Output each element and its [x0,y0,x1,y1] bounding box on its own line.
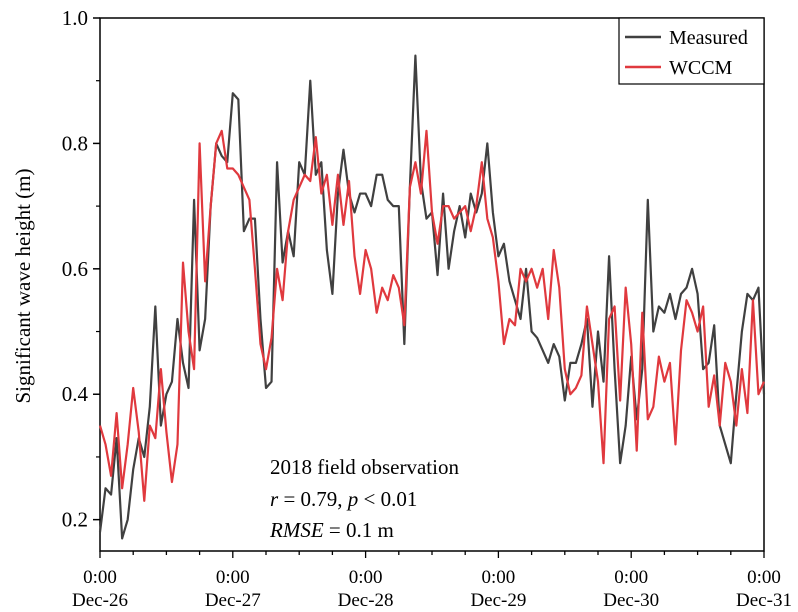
x-tick-label-date: Dec-29 [470,590,526,611]
y-tick-label: 0.4 [62,382,89,406]
annotation-line-3: RMSE = 0.1 m [269,518,394,542]
x-tick-label-time: 0:00 [614,567,648,588]
axes-layer: 0.20.40.60.81.00:00Dec-260:00Dec-270:00D… [62,6,792,611]
p-value: < 0.01 [358,487,417,511]
annotation-line-2: r = 0.79, p < 0.01 [270,487,417,511]
y-tick-label: 1.0 [62,6,88,30]
x-tick-label-date: Dec-30 [603,590,659,611]
rmse-symbol: RMSE [269,518,324,542]
x-tick-label-date: Dec-31 [736,590,792,611]
x-tick-label-time: 0:00 [216,567,250,588]
y-tick-label: 0.8 [62,131,88,155]
series-line-wccm [98,129,766,502]
r-symbol: r [270,487,279,511]
p-symbol: p [346,487,359,511]
y-axis-label: Significant wave height (m) [11,168,35,403]
x-tick-label-date: Dec-26 [72,590,128,611]
rmse-value: = 0.1 m [324,518,394,542]
y-tick-label: 0.6 [62,257,88,281]
series-layer [98,54,766,540]
x-tick-label-time: 0:00 [482,567,516,588]
r-value: = 0.79, [278,487,348,511]
annotation-line-1: 2018 field observation [270,455,459,479]
x-tick-label-date: Dec-27 [205,590,261,611]
x-tick-label-time: 0:00 [83,567,117,588]
legend-label-measured: Measured [669,27,748,49]
x-tick-label-time: 0:00 [349,567,383,588]
legend: Measured WCCM [618,17,765,85]
x-tick-label-date: Dec-28 [338,590,394,611]
x-tick-label-time: 0:00 [747,567,781,588]
y-tick-label: 0.2 [62,508,88,532]
legend-box [618,17,765,85]
stats-annotation: 2018 field observation r = 0.79, p < 0.0… [269,455,459,542]
legend-label-wccm: WCCM [669,57,733,79]
